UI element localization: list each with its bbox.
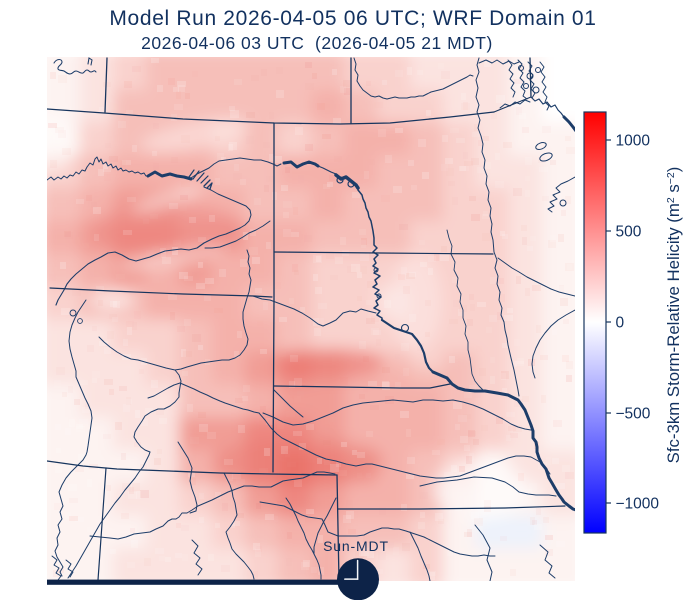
svg-text:−1000: −1000	[616, 496, 660, 513]
svg-text:1000: 1000	[616, 133, 651, 150]
svg-text:Sfc-3km Storm-Relative Helicit: Sfc-3km Storm-Relative Helicity (m2 s−2)	[664, 167, 683, 464]
svg-text:0: 0	[616, 315, 625, 332]
svg-text:500: 500	[616, 224, 642, 241]
svg-text:−500: −500	[616, 406, 651, 423]
